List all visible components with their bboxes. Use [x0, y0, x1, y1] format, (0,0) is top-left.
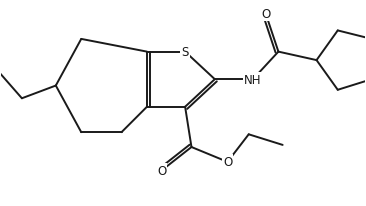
Text: NH: NH [244, 73, 262, 86]
Text: S: S [182, 46, 189, 59]
Text: O: O [157, 164, 167, 177]
Text: O: O [223, 156, 232, 169]
Text: O: O [261, 8, 270, 21]
